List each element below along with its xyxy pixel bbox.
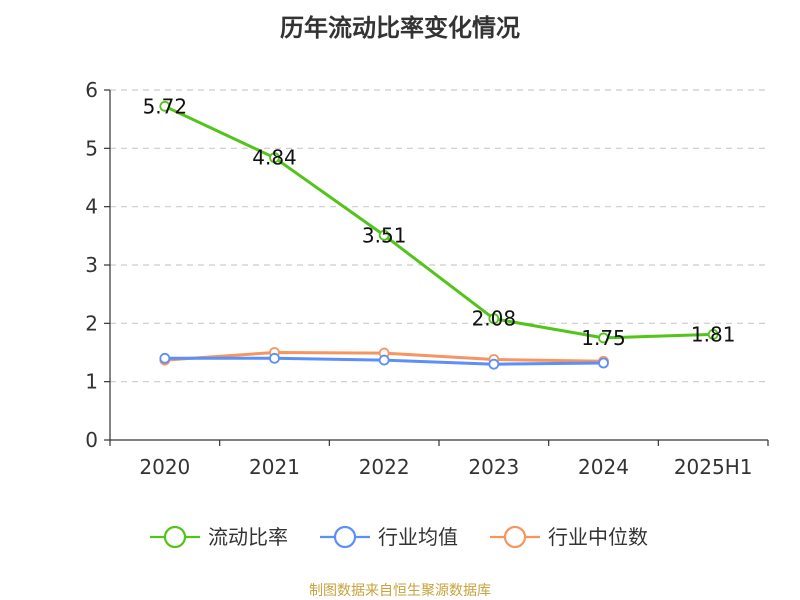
y-tick-label: 3 [85, 253, 98, 277]
data-point [378, 229, 390, 241]
x-tick-label: 2022 [359, 455, 410, 479]
source-note: 制图数据来自恒生聚源数据库 [309, 583, 491, 599]
x-tick-label: 2024 [578, 455, 629, 479]
data-point [488, 313, 500, 325]
data-point [488, 358, 500, 370]
x-tick-label: 2023 [468, 455, 519, 479]
data-label: 4.84 [252, 146, 297, 170]
data-label: 3.51 [362, 223, 407, 247]
y-tick-label: 2 [85, 311, 98, 335]
gridlines [110, 89, 768, 383]
x-tick-label: 2021 [249, 455, 300, 479]
data-point [598, 357, 609, 369]
y-tick-label: 1 [85, 370, 98, 394]
data-point [159, 100, 171, 112]
y-tick-label: 5 [85, 136, 98, 160]
data-point [707, 329, 719, 340]
data-label: 5.72 [143, 94, 188, 118]
data-point [269, 152, 280, 164]
data-point [269, 352, 280, 364]
data-point [378, 354, 390, 366]
legend-marker-icon [333, 525, 357, 549]
chart-title: 历年流动比率变化情况 [280, 14, 520, 42]
series-lines [159, 100, 719, 370]
y-tick-label: 6 [85, 78, 98, 102]
series-line [164, 104, 714, 340]
data-label: 1.75 [581, 326, 626, 350]
data-label: 2.08 [472, 307, 517, 331]
data-point [159, 352, 171, 364]
legend-label: 行业均值 [378, 525, 458, 549]
legend-item[interactable]: 行业均值 [320, 525, 458, 549]
data-labels: 5.72 4.84 3.51 2.08 1.75 1.81 [143, 94, 736, 350]
legend-marker-icon [163, 525, 187, 549]
legend-label: 行业中位数 [548, 525, 648, 549]
data-point [598, 332, 609, 344]
data-label: 1.81 [691, 322, 736, 346]
y-tick-label: 4 [85, 195, 98, 219]
x-tick-label: 2025H1 [674, 455, 753, 479]
legend-marker-icon [503, 525, 527, 549]
legend-item[interactable]: 行业中位数 [490, 525, 648, 549]
y-tick-label: 0 [85, 428, 98, 452]
legend-label: 流动比率 [208, 525, 288, 549]
axes: 0 1 2 3 4 5 6 2020 2021 2022 2023 2024 2025H1 [85, 78, 769, 479]
x-tick-label: 2020 [139, 455, 190, 479]
legend-item[interactable]: 流动比率 [150, 525, 288, 549]
legend[interactable]: 流动比率 行业均值 行业中位数 [150, 525, 648, 549]
